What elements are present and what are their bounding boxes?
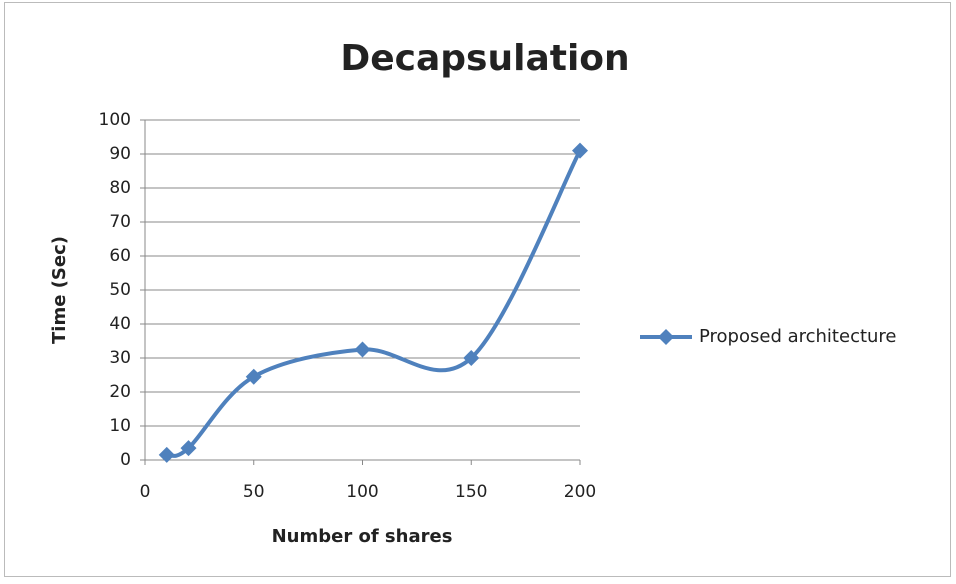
x-tick-label: 0 — [140, 482, 151, 502]
chart-title: Decapsulation — [340, 38, 629, 79]
x-tick-label: 200 — [564, 482, 596, 502]
y-axis-label: Time (Sec) — [49, 236, 70, 344]
marker — [158, 446, 175, 463]
legend-label: Proposed architecture — [699, 326, 897, 347]
y-tick-label: 10 — [109, 416, 131, 436]
x-tick-label: 100 — [346, 482, 378, 502]
marker — [572, 142, 588, 159]
marker — [245, 368, 262, 385]
y-tick-label: 60 — [109, 246, 131, 266]
y-tick-label: 70 — [109, 212, 131, 232]
y-tick-label: 40 — [109, 314, 131, 334]
y-tick-label: 90 — [109, 144, 131, 164]
y-tick-label: 30 — [109, 348, 131, 368]
x-axis-label: Number of shares — [272, 526, 453, 547]
marker — [180, 440, 197, 457]
x-tick-label: 50 — [243, 482, 265, 502]
marker — [463, 350, 480, 366]
y-tick-label: 80 — [109, 178, 131, 198]
y-tick-label: 50 — [109, 280, 131, 300]
y-tick-label: 20 — [109, 382, 131, 402]
x-tick-label: 150 — [455, 482, 487, 502]
marker — [354, 341, 371, 358]
y-tick-label: 100 — [99, 110, 131, 130]
y-tick-label: 0 — [120, 450, 131, 470]
legend-marker — [658, 329, 674, 345]
